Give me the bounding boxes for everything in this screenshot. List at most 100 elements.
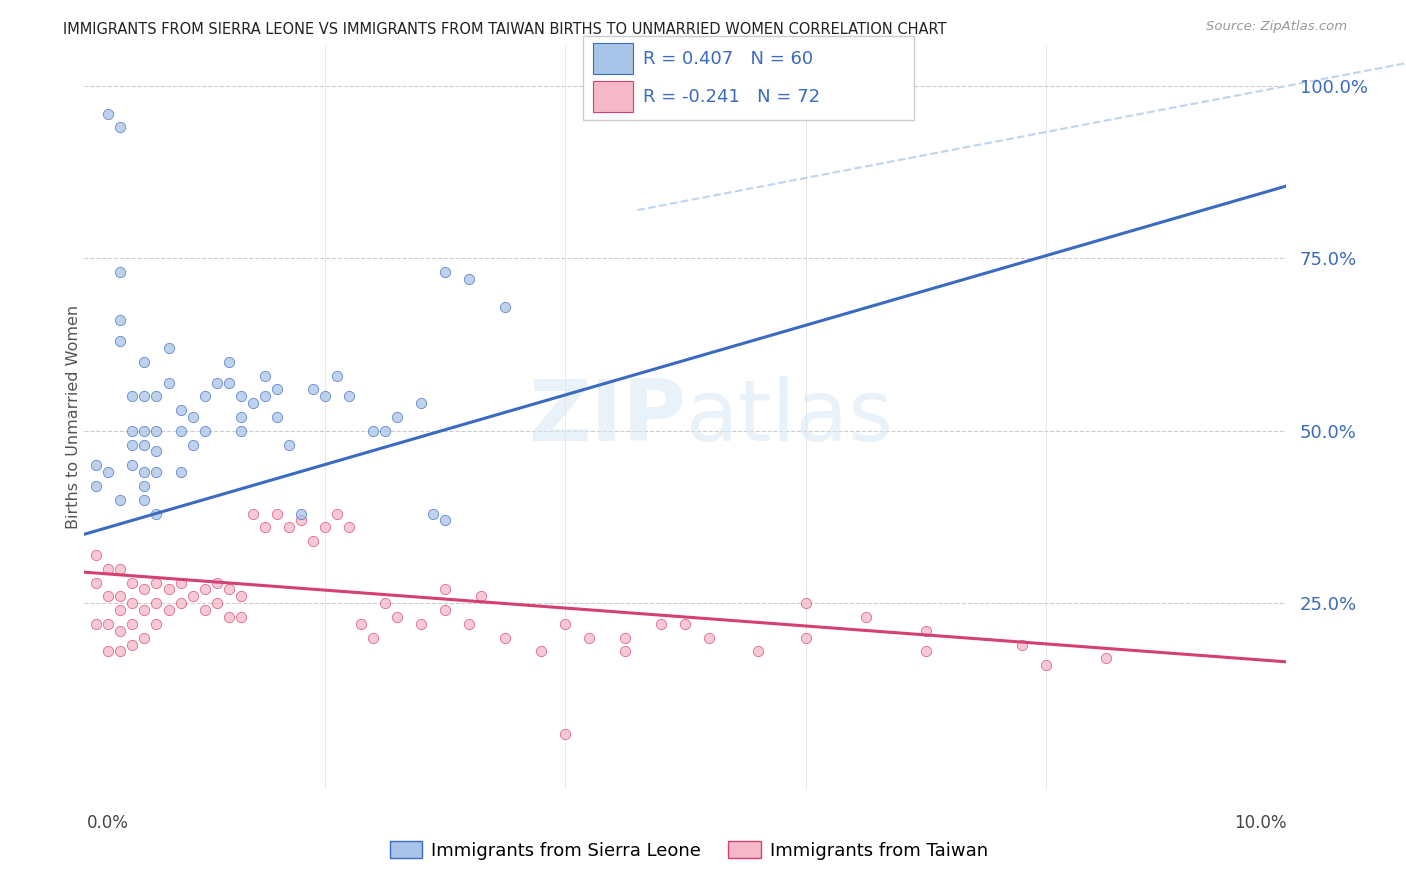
Point <box>157 582 180 597</box>
Point <box>554 727 576 741</box>
Point <box>434 582 457 597</box>
Point <box>97 562 120 576</box>
Point <box>747 644 769 658</box>
Point <box>855 610 877 624</box>
Text: IMMIGRANTS FROM SIERRA LEONE VS IMMIGRANTS FROM TAIWAN BIRTHS TO UNMARRIED WOMEN: IMMIGRANTS FROM SIERRA LEONE VS IMMIGRAN… <box>63 22 946 37</box>
Point <box>470 590 492 604</box>
Point <box>134 465 156 479</box>
Point <box>422 507 444 521</box>
Text: atlas: atlas <box>686 376 893 458</box>
Point <box>675 616 697 631</box>
Point <box>350 616 373 631</box>
Point <box>361 631 384 645</box>
Point <box>169 424 191 438</box>
Point <box>145 424 167 438</box>
Point <box>134 424 156 438</box>
Point <box>134 355 156 369</box>
Point <box>614 631 637 645</box>
Point <box>253 389 276 403</box>
Point <box>110 492 132 507</box>
Point <box>385 610 408 624</box>
Point <box>242 396 264 410</box>
Point <box>134 582 156 597</box>
Text: R = -0.241   N = 72: R = -0.241 N = 72 <box>643 87 820 105</box>
Point <box>157 341 180 355</box>
Point <box>277 520 299 534</box>
Point <box>253 520 276 534</box>
Point <box>242 507 264 521</box>
Point <box>157 376 180 390</box>
Point <box>337 389 360 403</box>
Point <box>97 616 120 631</box>
Point <box>86 458 108 473</box>
Point <box>86 575 108 590</box>
Point <box>169 596 191 610</box>
Point <box>409 396 432 410</box>
Point <box>86 616 108 631</box>
Point <box>301 383 323 397</box>
Point <box>266 507 288 521</box>
Point <box>699 631 721 645</box>
Point <box>181 590 204 604</box>
Point <box>121 389 143 403</box>
Point <box>134 437 156 451</box>
Point <box>409 616 432 631</box>
Point <box>121 575 143 590</box>
Point <box>458 616 481 631</box>
Point <box>205 376 228 390</box>
FancyBboxPatch shape <box>593 81 633 112</box>
Point <box>229 590 252 604</box>
Text: 0.0%: 0.0% <box>87 814 129 831</box>
Point <box>650 616 672 631</box>
Point <box>121 437 143 451</box>
Point <box>121 458 143 473</box>
FancyBboxPatch shape <box>583 36 914 120</box>
Point <box>494 300 516 314</box>
FancyBboxPatch shape <box>593 44 633 74</box>
Point <box>554 616 576 631</box>
Point <box>578 631 600 645</box>
Point <box>121 616 143 631</box>
Point <box>434 513 457 527</box>
Point <box>253 368 276 383</box>
Point <box>314 389 336 403</box>
Point <box>181 410 204 425</box>
Point <box>794 631 817 645</box>
Point <box>145 444 167 458</box>
Point <box>110 313 132 327</box>
Point <box>169 575 191 590</box>
Point <box>121 638 143 652</box>
Point <box>266 410 288 425</box>
Point <box>218 610 240 624</box>
Point <box>290 513 312 527</box>
Point <box>1095 651 1118 665</box>
Point <box>205 575 228 590</box>
Point <box>145 616 167 631</box>
Point <box>494 631 516 645</box>
Text: 10.0%: 10.0% <box>1234 814 1286 831</box>
Point <box>134 479 156 493</box>
Point <box>915 644 938 658</box>
Point <box>86 548 108 562</box>
Point <box>915 624 938 638</box>
Point <box>169 403 191 417</box>
Point <box>229 410 252 425</box>
Point <box>97 590 120 604</box>
Point <box>145 596 167 610</box>
Point <box>145 389 167 403</box>
Point <box>86 479 108 493</box>
Point <box>194 389 217 403</box>
Point <box>266 383 288 397</box>
Point <box>1011 638 1033 652</box>
Point <box>361 424 384 438</box>
Point <box>434 265 457 279</box>
Point <box>218 355 240 369</box>
Point <box>218 376 240 390</box>
Y-axis label: Births to Unmarried Women: Births to Unmarried Women <box>66 305 80 529</box>
Point <box>326 507 349 521</box>
Point <box>110 562 132 576</box>
Point <box>205 596 228 610</box>
Point <box>121 596 143 610</box>
Point <box>530 644 553 658</box>
Point <box>97 465 120 479</box>
